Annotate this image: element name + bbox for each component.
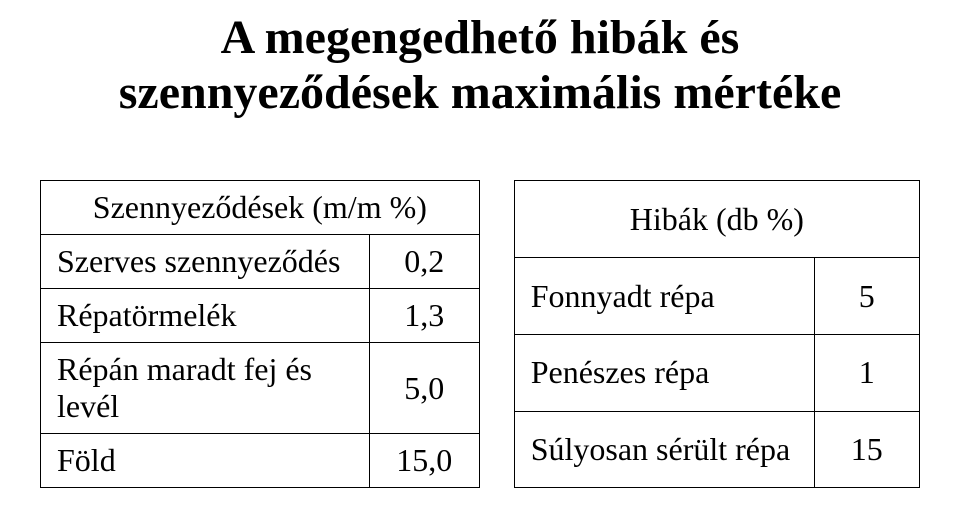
contamination-value: 15,0 (369, 434, 479, 488)
page-title: A megengedhető hibák és szennyeződések m… (0, 10, 960, 120)
contamination-value: 0,2 (369, 235, 479, 289)
table-row: Szerves szennyeződés 0,2 (41, 235, 480, 289)
title-line-1: A megengedhető hibák és (0, 10, 960, 65)
defect-label: Penészes répa (514, 334, 814, 411)
defects-header: Hibák (db %) (514, 181, 919, 258)
table-header-row: Szennyeződések (m/m %) (41, 181, 480, 235)
contamination-label: Répatörmelék (41, 289, 370, 343)
table-row: Súlyosan sérült répa 15 (514, 411, 919, 488)
contaminations-table: Szennyeződések (m/m %) Szerves szennyező… (40, 180, 480, 488)
contaminations-header: Szennyeződések (m/m %) (41, 181, 480, 235)
contamination-label: Szerves szennyeződés (41, 235, 370, 289)
title-line-2: szennyeződések maximális mértéke (0, 65, 960, 120)
contamination-value: 1,3 (369, 289, 479, 343)
defect-value: 15 (814, 411, 919, 488)
defect-value: 5 (814, 258, 919, 335)
contamination-label: Föld (41, 434, 370, 488)
tables-container: Szennyeződések (m/m %) Szerves szennyező… (0, 180, 960, 488)
defects-table: Hibák (db %) Fonnyadt répa 5 Penészes ré… (514, 180, 920, 488)
table-header-row: Hibák (db %) (514, 181, 919, 258)
contamination-label: Répán maradt fej és levél (41, 343, 370, 434)
table-row: Penészes répa 1 (514, 334, 919, 411)
defect-value: 1 (814, 334, 919, 411)
defect-label: Súlyosan sérült répa (514, 411, 814, 488)
defect-label: Fonnyadt répa (514, 258, 814, 335)
table-row: Répatörmelék 1,3 (41, 289, 480, 343)
table-row: Répán maradt fej és levél 5,0 (41, 343, 480, 434)
document-page: A megengedhető hibák és szennyeződések m… (0, 0, 960, 530)
table-row: Fonnyadt répa 5 (514, 258, 919, 335)
contamination-value: 5,0 (369, 343, 479, 434)
table-row: Föld 15,0 (41, 434, 480, 488)
